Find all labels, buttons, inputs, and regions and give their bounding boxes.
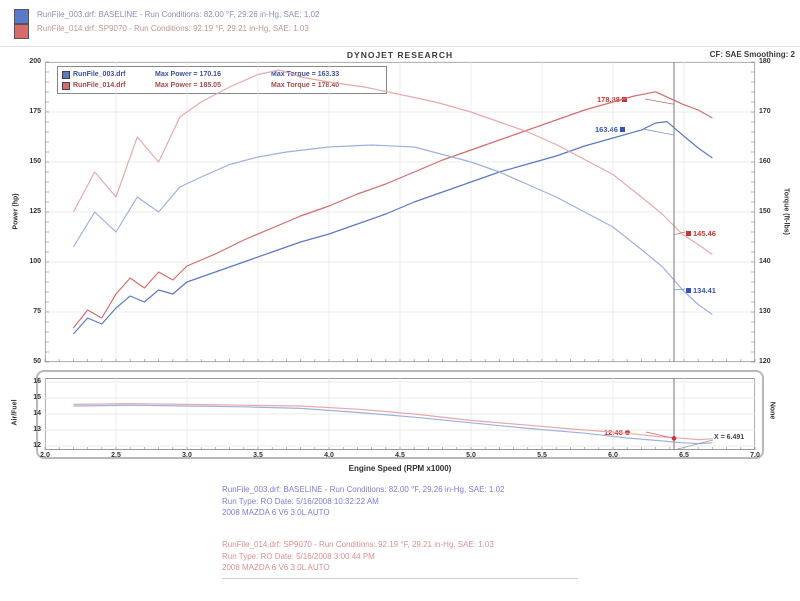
run1-color-swatch-icon: [14, 9, 29, 24]
rpm-tick-label: 2.5: [111, 452, 121, 459]
run2-footer-info: RunFile_014.drf: SP9070 - Run Conditions…: [222, 539, 494, 574]
power-torque-plot-area: [45, 62, 755, 362]
footer-divider: [222, 578, 578, 579]
callout-run2-afr: 12.48: [604, 428, 630, 437]
torque-tick-label: 130: [759, 308, 771, 315]
run2-conditions: RunFile_014.drf: SP9070 - Run Conditions…: [222, 540, 494, 549]
run1-vehicle: 2008 MAZDA 6 V6 3.0L AUTO: [222, 508, 330, 517]
afr-panel-border: [36, 370, 764, 459]
rpm-tick-label: 4.5: [395, 452, 405, 459]
run2-file-label: RunFile_014.drf: [73, 82, 126, 89]
torque-tick-label: 150: [759, 208, 771, 215]
power-tick-label: 175: [29, 108, 41, 115]
chart-legend: RunFile_003.drf Max Power = 170.16 Max T…: [57, 66, 387, 94]
power-tick-label: 125: [29, 208, 41, 215]
afr-tick-label: 15: [33, 394, 41, 401]
callout-run2-power: 178.88: [597, 95, 627, 104]
blue-square-marker-icon: [619, 127, 625, 132]
afr-right-axis-title: None: [768, 401, 776, 420]
power-tick-label: 150: [29, 158, 41, 165]
run1-torque-at-cursor: 134.41: [693, 286, 716, 295]
callout-run1-torque: 134.41: [686, 286, 716, 295]
rpm-axis-title: Engine Speed (RPM x1000): [348, 464, 452, 473]
rpm-tick-label: 5.0: [466, 452, 476, 459]
run1-max-power: Max Power = 170.16: [155, 71, 221, 78]
afr-tick-label: 12: [33, 442, 41, 449]
run2-afr-at-cursor: 12.48: [604, 428, 623, 437]
run1-date: Run Type: RO Date: 5/16/2008 10:32:22 AM: [222, 496, 379, 506]
blue-square-marker-icon: [686, 288, 691, 293]
afr-tick-label: 14: [33, 410, 41, 417]
red-dot-marker-icon: [624, 430, 630, 435]
run1-footer-info: RunFile_003.drf: BASELINE - Run Conditio…: [222, 484, 504, 519]
torque-tick-label: 170: [759, 108, 771, 115]
header-divider: [0, 46, 800, 47]
rpm-tick-label: 3.5: [253, 452, 263, 459]
red-square-marker-icon: [686, 231, 691, 236]
legend-row-run1: RunFile_003.drf Max Power = 170.16 Max T…: [62, 69, 382, 80]
run1-conditions: RunFile_003.drf: BASELINE - Run Conditio…: [222, 485, 505, 494]
run1-max-torque: Max Torque = 163.33: [271, 71, 340, 78]
rpm-tick-label: 6.5: [679, 452, 689, 459]
rpm-tick-label: 4.0: [324, 452, 334, 459]
callout-run2-torque: 145.46: [686, 229, 716, 238]
torque-tick-label: 140: [759, 258, 771, 265]
run1-header-summary: RunFile_003.drf: BASELINE - Run Conditio…: [37, 10, 320, 19]
torque-tick-label: 180: [759, 58, 771, 65]
run1-legend-marker-icon: [62, 70, 70, 79]
run1-file-label: RunFile_003.drf: [73, 71, 126, 78]
power-tick-label: 200: [29, 58, 41, 65]
rpm-tick-label: 7.0: [750, 452, 760, 459]
cursor-rpm-readout: X = 6.491: [714, 434, 745, 441]
torque-tick-label: 120: [759, 358, 771, 365]
chart-title: DYNOJET RESEARCH: [346, 50, 454, 60]
callout-run1-power: 163.46: [595, 125, 625, 134]
run2-date: Run Type: RO Date: 5/16/2008 3:00:44 PM: [222, 551, 375, 561]
run2-legend-marker-icon: [62, 81, 70, 90]
afr-tick-label: 16: [33, 378, 41, 385]
run2-vehicle: 2008 MAZDA 6 V6 3.0L AUTO: [222, 563, 330, 572]
red-square-marker-icon: [621, 97, 627, 102]
run2-torque-at-cursor: 145.46: [693, 229, 716, 238]
correction-factor-label: CF: SAE Smoothing: 2: [709, 50, 795, 59]
run2-power-at-cursor: 178.88: [597, 95, 620, 104]
rpm-tick-label: 2.0: [40, 452, 50, 459]
power-tick-label: 50: [33, 358, 41, 365]
torque-tick-label: 160: [759, 158, 771, 165]
legend-row-run2: RunFile_014.drf Max Power = 185.05 Max T…: [62, 80, 382, 91]
run2-header-summary: RunFile_014.drf: SP9070 - Run Conditions…: [37, 24, 309, 33]
power-tick-label: 100: [29, 258, 41, 265]
rpm-tick-label: 3.0: [182, 452, 192, 459]
rpm-tick-label: 5.5: [537, 452, 547, 459]
rpm-tick-label: 6.0: [608, 452, 618, 459]
run1-power-at-cursor: 163.46: [595, 125, 618, 134]
power-tick-label: 75: [33, 308, 41, 315]
run2-max-power: Max Power = 185.05: [155, 82, 221, 89]
afr-tick-label: 13: [33, 426, 41, 433]
afr-plot-area: [45, 378, 755, 450]
run2-color-swatch-icon: [14, 24, 29, 39]
run2-max-torque: Max Torque = 178.40: [271, 82, 340, 89]
